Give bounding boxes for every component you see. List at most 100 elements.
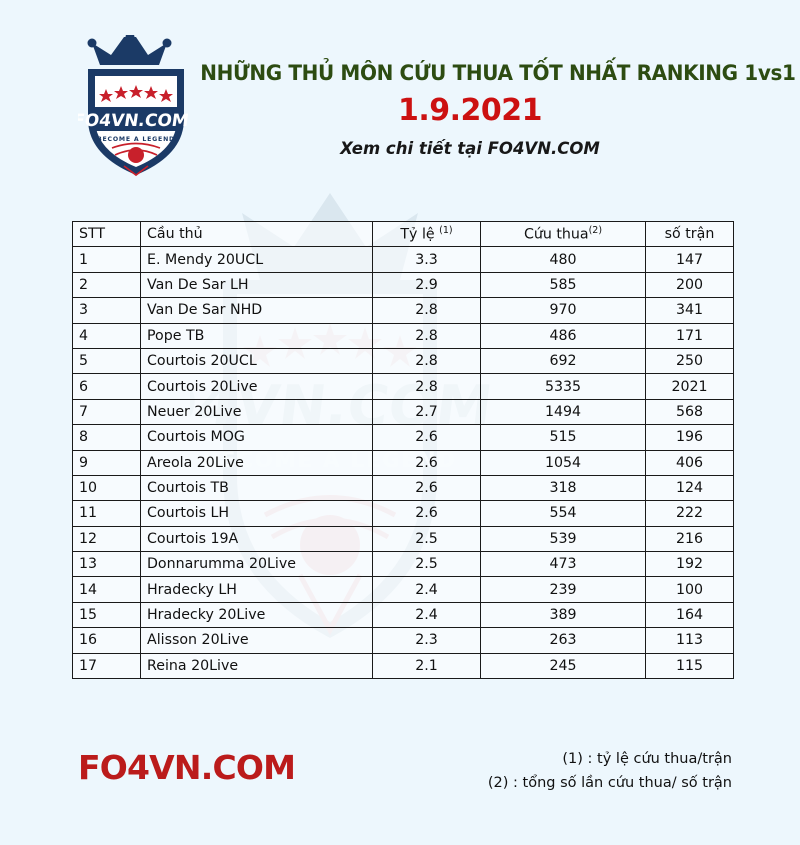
cell-match: 192 bbox=[645, 551, 734, 578]
cell-rate: 2.5 bbox=[372, 551, 481, 578]
cell-rate: 2.8 bbox=[372, 347, 481, 375]
table-row: 5 Courtois 20UCL 2.8 692 250 bbox=[72, 347, 734, 375]
column-header-rate-footnote: (1) bbox=[439, 225, 453, 237]
table-row: 15 Hradecky 20Live 2.4 389 164 bbox=[72, 601, 734, 629]
cell-save: 318 bbox=[480, 474, 646, 502]
cell-match: 222 bbox=[645, 500, 734, 527]
cell-name: Alisson 20Live bbox=[140, 627, 373, 654]
cell-name: E. Mendy 20UCL bbox=[140, 246, 373, 273]
cell-rate: 2.6 bbox=[372, 449, 481, 476]
cell-name: Areola 20Live bbox=[140, 449, 373, 476]
ranking-table: STT Cầu thủ Tỷ lệ (1) Cứu thua(2) số trậ… bbox=[72, 220, 734, 680]
cell-name: Courtois 19A bbox=[140, 525, 373, 553]
table-row: 6 Courtois 20Live 2.8 5335 2021 bbox=[72, 373, 734, 400]
cell-save: 486 bbox=[480, 322, 646, 349]
table-row: 2 Van De Sar LH 2.9 585 200 bbox=[72, 271, 734, 299]
cell-match: 100 bbox=[645, 576, 734, 603]
table-row: 9 Areola 20Live 2.6 1054 406 bbox=[72, 449, 734, 476]
cell-match: 147 bbox=[645, 246, 734, 273]
cell-save: 389 bbox=[480, 601, 646, 629]
column-header-save-footnote: (2) bbox=[588, 225, 603, 237]
svg-text:BECOME A LEGEND: BECOME A LEGEND bbox=[97, 136, 175, 143]
cell-stt: 7 bbox=[72, 398, 141, 426]
cell-match: 406 bbox=[645, 449, 734, 476]
cell-stt: 3 bbox=[72, 297, 141, 324]
date-label: 1.9.2021 bbox=[397, 92, 543, 128]
cell-save: 585 bbox=[480, 271, 646, 299]
cell-save: 692 bbox=[480, 347, 646, 375]
column-header-rate: Tỷ lệ (1) bbox=[372, 220, 481, 248]
svg-text:FO4VN.COM: FO4VN.COM bbox=[78, 111, 190, 131]
cell-name: Donnarumma 20Live bbox=[140, 551, 373, 578]
header: FO4VN.COM BECOME A LEGEND NHỮNG THỦ MÔN … bbox=[0, 0, 800, 200]
cell-match: 2021 bbox=[645, 373, 734, 400]
cell-rate: 2.6 bbox=[372, 424, 481, 451]
cell-name: Courtois LH bbox=[140, 500, 373, 527]
cell-stt: 10 bbox=[72, 474, 141, 502]
table-row: 8 Courtois MOG 2.6 515 196 bbox=[72, 424, 734, 451]
table-row: 14 Hradecky LH 2.4 239 100 bbox=[72, 576, 734, 603]
cell-stt: 17 bbox=[72, 652, 141, 680]
table-row: 11 Courtois LH 2.6 554 222 bbox=[72, 500, 734, 527]
column-header-name: Cầu thủ bbox=[140, 220, 373, 248]
footer-brand: FO4VN.COM bbox=[78, 748, 296, 787]
cell-rate: 2.3 bbox=[372, 627, 481, 654]
cell-name: Reina 20Live bbox=[140, 652, 373, 680]
cell-save: 970 bbox=[480, 297, 646, 324]
cell-save: 480 bbox=[480, 246, 646, 273]
cell-name: Courtois 20Live bbox=[140, 373, 373, 400]
cell-stt: 2 bbox=[72, 271, 141, 299]
cell-rate: 3.3 bbox=[372, 246, 481, 273]
cell-save: 473 bbox=[480, 551, 646, 578]
table-row: 13 Donnarumma 20Live 2.5 473 192 bbox=[72, 551, 734, 578]
cell-rate: 2.6 bbox=[372, 474, 481, 502]
cell-rate: 2.8 bbox=[372, 297, 481, 324]
cell-stt: 8 bbox=[72, 424, 141, 451]
cell-name: Neuer 20Live bbox=[140, 398, 373, 426]
cell-name: Courtois 20UCL bbox=[140, 347, 373, 375]
cell-save: 245 bbox=[480, 652, 646, 680]
cell-save: 1054 bbox=[480, 449, 646, 476]
column-header-match: số trận bbox=[645, 220, 734, 248]
column-header-save-label: Cứu thua bbox=[523, 227, 589, 244]
cell-rate: 2.1 bbox=[372, 652, 481, 680]
table-row: 4 Pope TB 2.8 486 171 bbox=[72, 322, 734, 349]
fo4vn-logo: FO4VN.COM BECOME A LEGEND bbox=[78, 35, 190, 177]
cell-rate: 2.9 bbox=[372, 271, 481, 299]
cell-name: Hradecky LH bbox=[140, 576, 373, 603]
cell-save: 1494 bbox=[480, 398, 646, 426]
footnote-1: (1) : tỷ lệ cứu thua/trận bbox=[562, 751, 732, 767]
column-header-rate-label: Tỷ lệ bbox=[400, 227, 440, 244]
cell-name: Courtois MOG bbox=[140, 424, 373, 451]
cell-match: 200 bbox=[645, 271, 734, 299]
cell-rate: 2.4 bbox=[372, 601, 481, 629]
cell-stt: 15 bbox=[72, 601, 141, 629]
table-body: 1 E. Mendy 20UCL 3.3 480 147 2 Van De Sar LH 2.… bbox=[72, 246, 734, 680]
cell-stt: 12 bbox=[72, 525, 141, 553]
ranking-table-wrapper: STT Cầu thủ Tỷ lệ (1) Cứu thua(2) số trậ… bbox=[72, 220, 734, 680]
cell-match: 216 bbox=[645, 525, 734, 553]
cell-match: 124 bbox=[645, 474, 734, 502]
cell-match: 113 bbox=[645, 627, 734, 654]
table-row: 12 Courtois 19A 2.5 539 216 bbox=[72, 525, 734, 553]
table-row: 16 Alisson 20Live 2.3 263 113 bbox=[72, 627, 734, 654]
cell-rate: 2.4 bbox=[372, 576, 481, 603]
cell-rate: 2.5 bbox=[372, 525, 481, 553]
cell-stt: 5 bbox=[72, 347, 141, 375]
cell-save: 515 bbox=[480, 424, 646, 451]
column-header-stt: STT bbox=[72, 220, 141, 248]
table-row: 7 Neuer 20Live 2.7 1494 568 bbox=[72, 398, 734, 426]
cell-match: 164 bbox=[645, 601, 734, 629]
cell-stt: 4 bbox=[72, 322, 141, 349]
table-header-row: STT Cầu thủ Tỷ lệ (1) Cứu thua(2) số trậ… bbox=[72, 220, 734, 248]
footer-notes: (1) : tỷ lệ cứu thua/trận (2) : tổng số … bbox=[488, 748, 732, 796]
cell-name: Hradecky 20Live bbox=[140, 601, 373, 629]
footnote-2: (2) : tổng số lần cứu thua/ số trận bbox=[487, 774, 732, 791]
table-row: 1 E. Mendy 20UCL 3.3 480 147 bbox=[72, 246, 734, 273]
cell-match: 196 bbox=[645, 424, 734, 451]
cell-rate: 2.8 bbox=[372, 322, 481, 349]
cell-match: 250 bbox=[645, 347, 734, 375]
cell-stt: 11 bbox=[72, 500, 141, 527]
cell-match: 568 bbox=[645, 398, 734, 426]
cell-match: 171 bbox=[645, 322, 734, 349]
